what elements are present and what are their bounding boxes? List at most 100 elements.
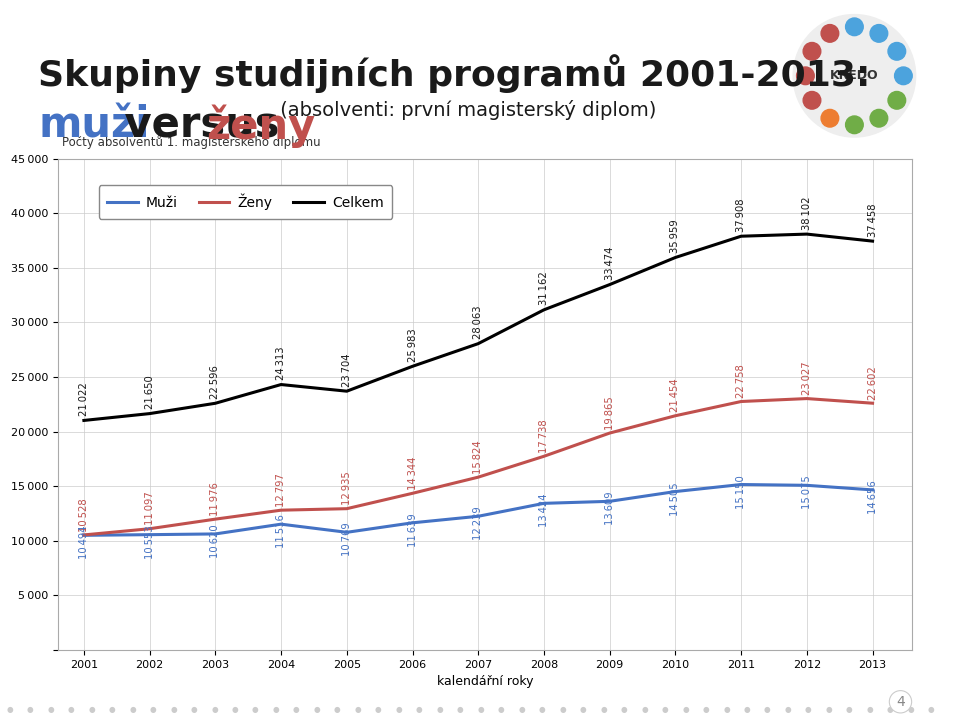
Text: ●: ● xyxy=(477,705,484,713)
Text: 11 639: 11 639 xyxy=(407,513,418,547)
Text: 37 908: 37 908 xyxy=(736,199,746,232)
Text: 10 494: 10 494 xyxy=(79,526,89,560)
Text: 10 553: 10 553 xyxy=(145,525,155,559)
Text: 12 935: 12 935 xyxy=(342,471,351,505)
Text: ●: ● xyxy=(130,705,135,713)
Text: KREDO: KREDO xyxy=(830,69,878,82)
Text: ●: ● xyxy=(88,705,95,713)
Circle shape xyxy=(793,14,916,137)
Text: ●: ● xyxy=(150,705,156,713)
Text: 11 976: 11 976 xyxy=(210,482,221,516)
Text: 38 102: 38 102 xyxy=(802,196,812,230)
Text: 10 769: 10 769 xyxy=(342,523,351,557)
Text: ●: ● xyxy=(293,705,300,713)
Text: ●: ● xyxy=(887,705,894,713)
Text: 33 474: 33 474 xyxy=(605,247,614,280)
Text: ●: ● xyxy=(846,705,852,713)
Text: 10 620: 10 620 xyxy=(210,524,221,558)
Text: ●: ● xyxy=(498,705,504,713)
Text: Skupiny studijních programů 2001-2013:: Skupiny studijních programů 2001-2013: xyxy=(38,54,871,93)
Text: ●: ● xyxy=(805,705,811,713)
Text: ●: ● xyxy=(375,705,381,713)
Text: 22 602: 22 602 xyxy=(868,366,877,400)
Text: ●: ● xyxy=(273,705,279,713)
Text: ●: ● xyxy=(703,705,709,713)
Text: 23 704: 23 704 xyxy=(342,353,351,387)
Text: ●: ● xyxy=(437,705,443,713)
Text: ●: ● xyxy=(764,705,771,713)
Text: 4: 4 xyxy=(896,695,905,709)
Text: ●: ● xyxy=(170,705,177,713)
Text: 12 797: 12 797 xyxy=(276,473,286,507)
Text: 31 162: 31 162 xyxy=(539,271,549,305)
Circle shape xyxy=(888,92,905,109)
Text: 15 824: 15 824 xyxy=(473,440,483,474)
Circle shape xyxy=(870,25,888,42)
Text: ●: ● xyxy=(354,705,361,713)
Text: 21 022: 21 022 xyxy=(79,383,89,416)
Text: ●: ● xyxy=(907,705,914,713)
Text: 22 758: 22 758 xyxy=(736,365,746,399)
Circle shape xyxy=(804,43,821,60)
Text: ●: ● xyxy=(191,705,197,713)
Text: 21 650: 21 650 xyxy=(145,375,155,409)
Text: ●: ● xyxy=(539,705,545,713)
Text: ●: ● xyxy=(211,705,218,713)
Text: ●: ● xyxy=(641,705,648,713)
Text: ●: ● xyxy=(661,705,668,713)
Text: ●: ● xyxy=(518,705,525,713)
Text: ●: ● xyxy=(252,705,258,713)
Text: ●: ● xyxy=(47,705,54,713)
Circle shape xyxy=(895,67,912,84)
X-axis label: kalendářní roky: kalendářní roky xyxy=(437,675,533,688)
Text: 12 239: 12 239 xyxy=(473,507,483,540)
Text: ●: ● xyxy=(683,705,688,713)
Circle shape xyxy=(870,110,888,127)
Text: 21 454: 21 454 xyxy=(670,379,681,412)
Text: ženy: ženy xyxy=(206,105,316,148)
Text: 17 738: 17 738 xyxy=(539,419,549,453)
Text: 22 596: 22 596 xyxy=(210,365,221,399)
Text: ●: ● xyxy=(457,705,464,713)
Text: ●: ● xyxy=(621,705,627,713)
Text: 19 865: 19 865 xyxy=(605,396,614,430)
Circle shape xyxy=(888,43,905,60)
Text: 11 097: 11 097 xyxy=(145,492,155,526)
Text: ●: ● xyxy=(314,705,320,713)
Circle shape xyxy=(821,25,839,42)
Circle shape xyxy=(846,18,863,35)
Text: ●: ● xyxy=(784,705,791,713)
Text: ●: ● xyxy=(744,705,750,713)
Text: Počty absolventů 1. magisterského diplomu: Počty absolventů 1. magisterského diplom… xyxy=(61,135,321,149)
Text: muži: muži xyxy=(38,105,150,147)
Text: ●: ● xyxy=(826,705,832,713)
Text: 37 458: 37 458 xyxy=(868,204,877,237)
Text: ●: ● xyxy=(7,705,12,713)
Text: 14 344: 14 344 xyxy=(407,456,418,490)
Text: ●: ● xyxy=(560,705,565,713)
Circle shape xyxy=(846,116,863,134)
Text: ●: ● xyxy=(867,705,873,713)
Circle shape xyxy=(797,67,814,84)
Text: ●: ● xyxy=(334,705,341,713)
Text: ●: ● xyxy=(396,705,402,713)
Text: 25 983: 25 983 xyxy=(407,329,418,362)
Text: 14 505: 14 505 xyxy=(670,482,681,516)
Text: 13 609: 13 609 xyxy=(605,492,614,526)
Text: ●: ● xyxy=(27,705,34,713)
Text: ●: ● xyxy=(416,705,422,713)
Legend: Muži, Ženy, Celkem: Muži, Ženy, Celkem xyxy=(99,186,393,219)
Text: 11 516: 11 516 xyxy=(276,514,286,548)
Text: 10 528: 10 528 xyxy=(79,498,89,531)
Text: 23 027: 23 027 xyxy=(802,362,812,396)
Text: ●: ● xyxy=(68,705,74,713)
Text: 15 150: 15 150 xyxy=(736,475,746,508)
Text: (absolventi: první magisterský diplom): (absolventi: první magisterský diplom) xyxy=(274,100,656,120)
Text: ●: ● xyxy=(231,705,238,713)
Text: ●: ● xyxy=(723,705,730,713)
Text: 14 656: 14 656 xyxy=(868,480,877,514)
Text: ●: ● xyxy=(600,705,607,713)
Circle shape xyxy=(804,92,821,109)
Text: 15 075: 15 075 xyxy=(802,476,812,509)
Text: 35 959: 35 959 xyxy=(670,219,681,253)
